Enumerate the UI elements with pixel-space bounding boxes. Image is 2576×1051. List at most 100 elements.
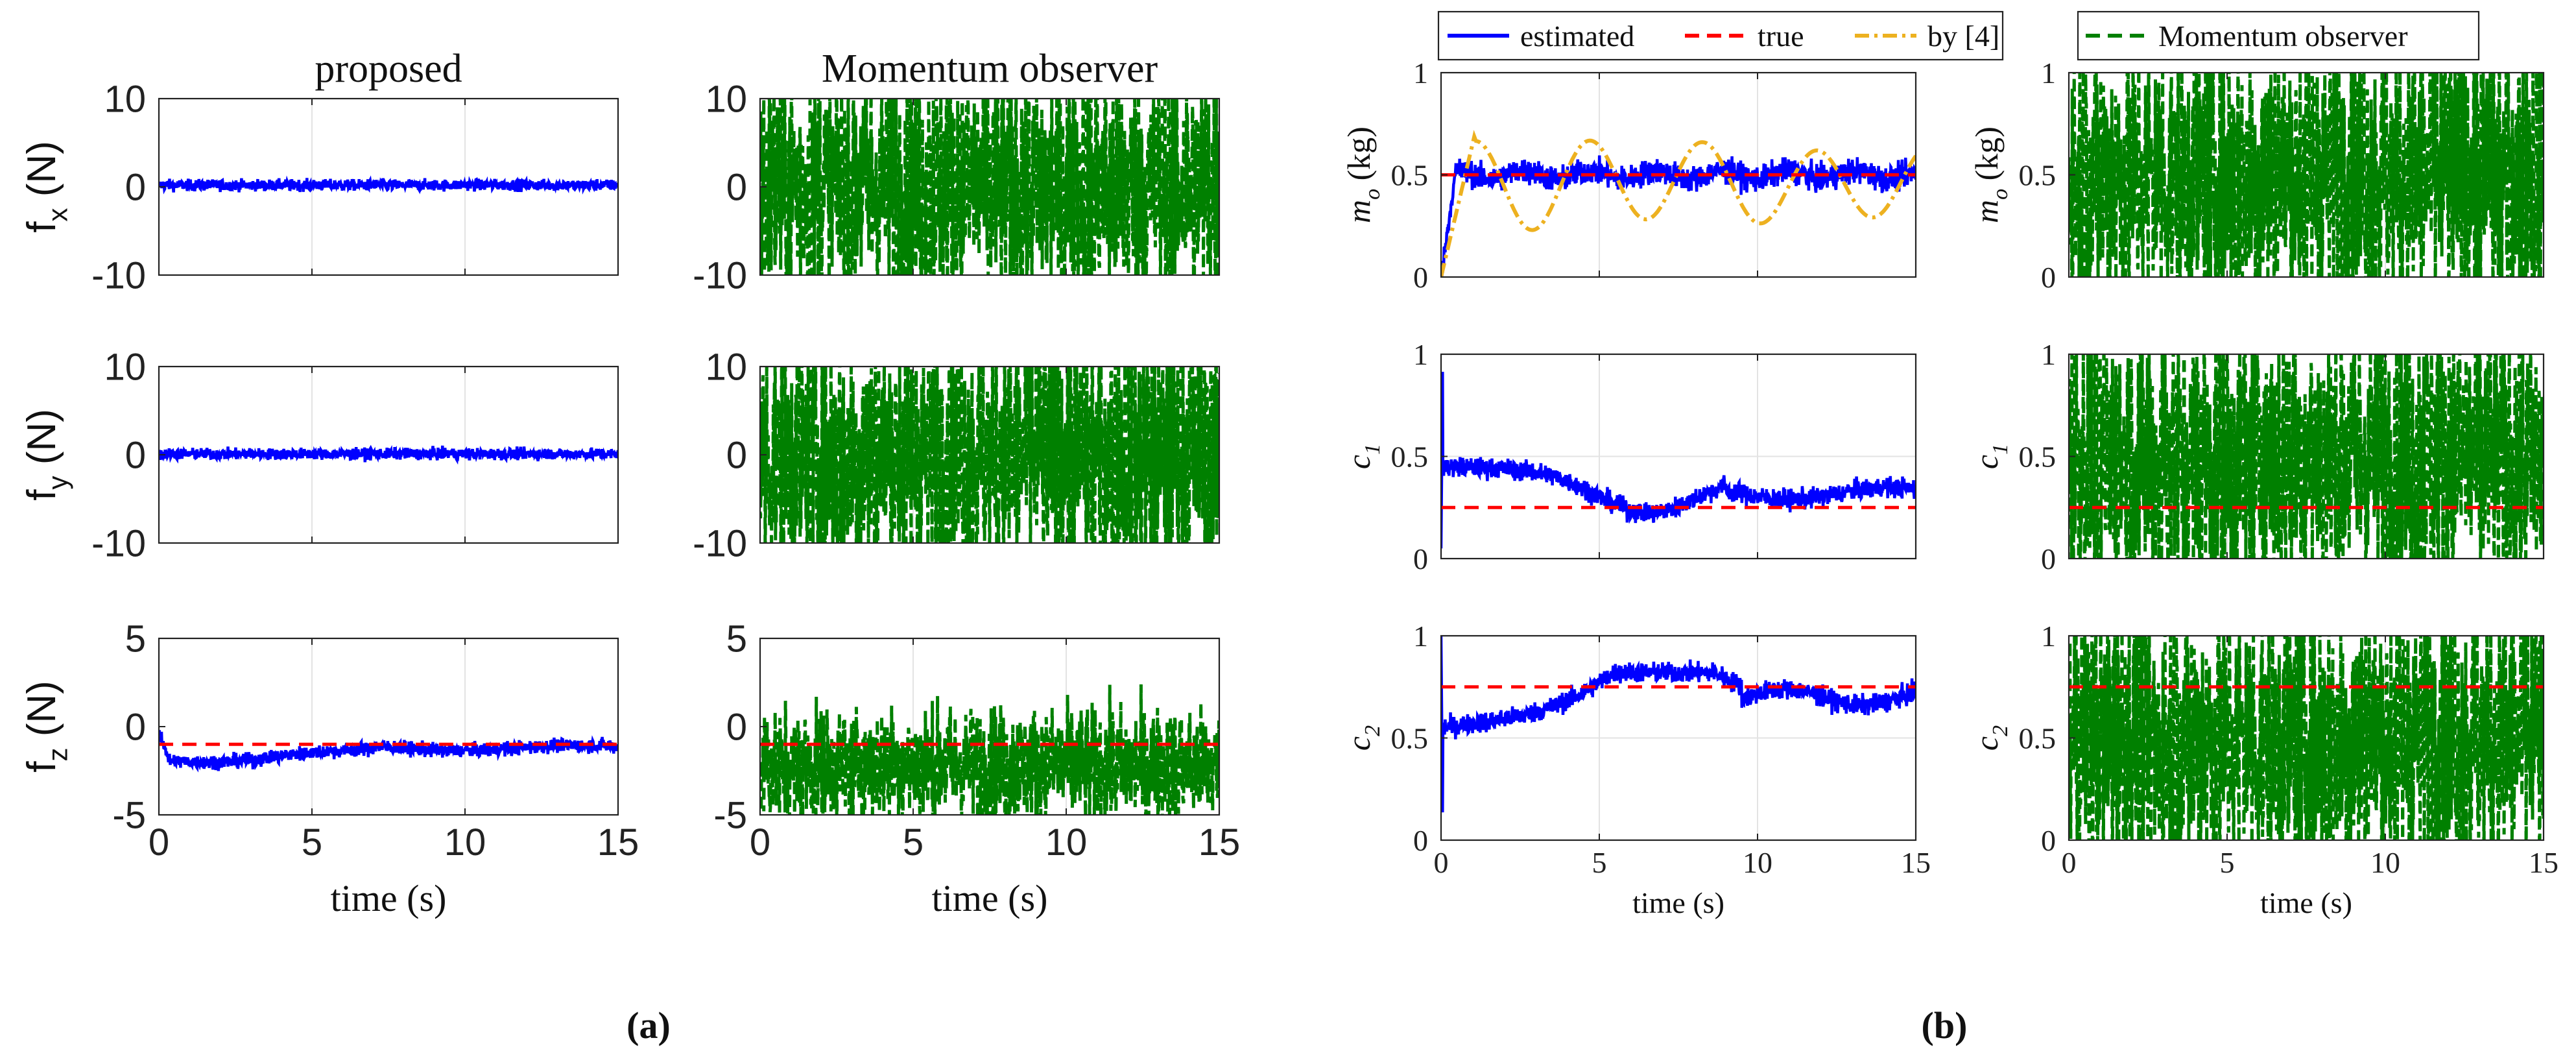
legend-momentum-observer: Momentum observer — [2077, 10, 2480, 61]
y-tick-label: 0.5 — [1391, 722, 1429, 755]
series-line-estimated — [159, 444, 618, 465]
y-tick-label: 0 — [1413, 261, 1428, 294]
chart-mo-proposed: 1 0.5 0 mo (kg) — [1341, 56, 1917, 294]
series-line-estimated — [159, 175, 618, 195]
y-tick-label: 0.5 — [1391, 159, 1429, 192]
y-tick-label: 0 — [2041, 542, 2056, 575]
x-axis-label: time (s) — [1632, 886, 1724, 919]
y-tick-label: 0 — [125, 706, 146, 748]
y-tick-label: 0 — [2041, 261, 2056, 294]
y-axis-label: c2 — [1968, 725, 2012, 751]
y-tick-label: 0 — [125, 166, 146, 208]
x-tick-label: 10 — [1045, 821, 1088, 864]
x-tick-label: 15 — [2529, 846, 2558, 879]
series-line-momentum-observer — [760, 684, 1219, 815]
y-tick-label: 10 — [104, 346, 146, 388]
x-axis-label: time (s) — [331, 877, 447, 919]
legend-box — [2077, 10, 2480, 61]
series-line-estimated — [1441, 155, 1916, 277]
x-tick-label: 0 — [1434, 846, 1449, 879]
y-axis-label: mo (kg) — [1968, 127, 2012, 223]
chart-fx-proposed: 10 0 -10 proposed fx (N) — [19, 47, 619, 296]
y-tick-label: -10 — [693, 254, 747, 296]
x-tick-label: 0 — [2062, 846, 2077, 879]
series-line-momentum-observer — [2069, 636, 2544, 840]
x-tick-label: 10 — [1743, 846, 1772, 879]
x-tick-label: 5 — [1592, 846, 1607, 879]
series-line-estimated — [1441, 636, 1916, 813]
chart-fx-momentum: 10 0 -10 Momentum observer — [693, 47, 1221, 296]
y-tick-label: 0 — [1413, 824, 1428, 857]
y-tick-label: 1 — [1413, 620, 1428, 653]
y-tick-label: -10 — [693, 522, 747, 564]
x-tick-label: 10 — [444, 821, 486, 864]
x-tick-label: 0 — [750, 821, 770, 864]
x-tick-label: 10 — [2370, 846, 2400, 879]
x-tick-label: 15 — [597, 821, 639, 864]
y-tick-label: 1 — [2041, 620, 2056, 653]
plot-area — [159, 638, 618, 815]
y-tick-label: 0 — [125, 434, 146, 476]
chart-title: Momentum observer — [822, 47, 1158, 91]
legend-label: true — [1758, 19, 1804, 53]
y-tick-label: -10 — [91, 254, 146, 296]
y-tick-label: 0 — [726, 166, 747, 208]
series-line-momentum-observer — [760, 367, 1219, 543]
y-axis-label: c1 — [1968, 444, 2012, 469]
y-tick-label: 1 — [2041, 56, 2056, 90]
chart-fy-proposed: 10 0 -10 fy (N) — [19, 346, 619, 564]
y-tick-label: 0 — [2041, 824, 2056, 857]
legend-estimated-true-by4: estimated true by [4] — [1437, 10, 2004, 61]
y-axis-label: mo (kg) — [1341, 127, 1385, 223]
y-tick-label: 0.5 — [2019, 159, 2057, 192]
y-axis-label: c2 — [1341, 725, 1385, 751]
x-tick-label: 0 — [149, 821, 169, 864]
y-tick-label: 0.5 — [2019, 441, 2057, 474]
y-tick-label: 10 — [104, 78, 146, 120]
y-tick-label: -5 — [713, 794, 747, 836]
x-tick-label: 5 — [2220, 846, 2235, 879]
y-axis-label: c1 — [1341, 444, 1385, 469]
y-tick-label: 1 — [1413, 56, 1428, 90]
x-tick-label: 5 — [302, 821, 322, 864]
chart-fy-momentum: 10 0 -10 — [693, 346, 1221, 564]
y-tick-label: 5 — [125, 618, 146, 660]
chart-c2-momentum: 1 0.5 00 5 10 15 time (s) c2 — [1968, 620, 2558, 919]
y-tick-label: 0 — [726, 706, 747, 748]
chart-c2-proposed: 1 0.5 00 5 10 15 time (s) c2 — [1341, 620, 1931, 919]
series-line-by-4 — [1441, 130, 1916, 277]
y-tick-label: 5 — [726, 618, 747, 660]
y-tick-label: 0 — [1413, 542, 1428, 575]
x-tick-label: 5 — [903, 821, 924, 864]
panel-a-label: (a) — [626, 1004, 671, 1046]
x-tick-label: 15 — [1199, 821, 1241, 864]
y-tick-label: 10 — [705, 346, 747, 388]
y-tick-label: -10 — [91, 522, 146, 564]
series-line-momentum-observer — [2069, 73, 2544, 277]
series-line-momentum-observer — [2069, 354, 2544, 559]
chart-c1-proposed: 1 0.5 0 c1 — [1341, 338, 1917, 575]
y-axis-label: fz (N) — [19, 681, 73, 773]
x-tick-label: 15 — [1901, 846, 1931, 879]
y-tick-label: 0 — [726, 434, 747, 476]
y-tick-label: -5 — [112, 794, 146, 836]
y-axis-label: fx (N) — [19, 141, 73, 233]
y-tick-label: 10 — [705, 78, 747, 120]
panel-b-label: (b) — [1922, 1004, 1968, 1046]
legend-label: Momentum observer — [2158, 19, 2408, 53]
x-axis-label: time (s) — [932, 877, 1048, 919]
y-tick-label: 0.5 — [1391, 441, 1429, 474]
chart-mo-momentum: 1 0.5 0 mo (kg) — [1968, 56, 2545, 294]
y-tick-label: 0.5 — [2019, 722, 2057, 755]
legend-label: estimated — [1520, 19, 1634, 53]
series-line-momentum-observer — [760, 99, 1219, 275]
x-axis-label: time (s) — [2260, 886, 2352, 919]
legend-label: by [4] — [1927, 19, 1999, 53]
y-tick-label: 1 — [2041, 338, 2056, 371]
y-axis-label: fy (N) — [19, 409, 73, 501]
chart-c1-momentum: 1 0.5 0 c1 — [1968, 338, 2545, 575]
y-tick-label: 1 — [1413, 338, 1428, 371]
